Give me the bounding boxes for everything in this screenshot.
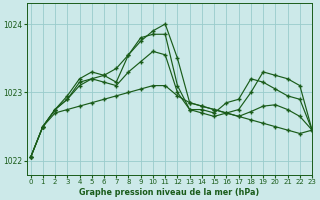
X-axis label: Graphe pression niveau de la mer (hPa): Graphe pression niveau de la mer (hPa)	[79, 188, 260, 197]
